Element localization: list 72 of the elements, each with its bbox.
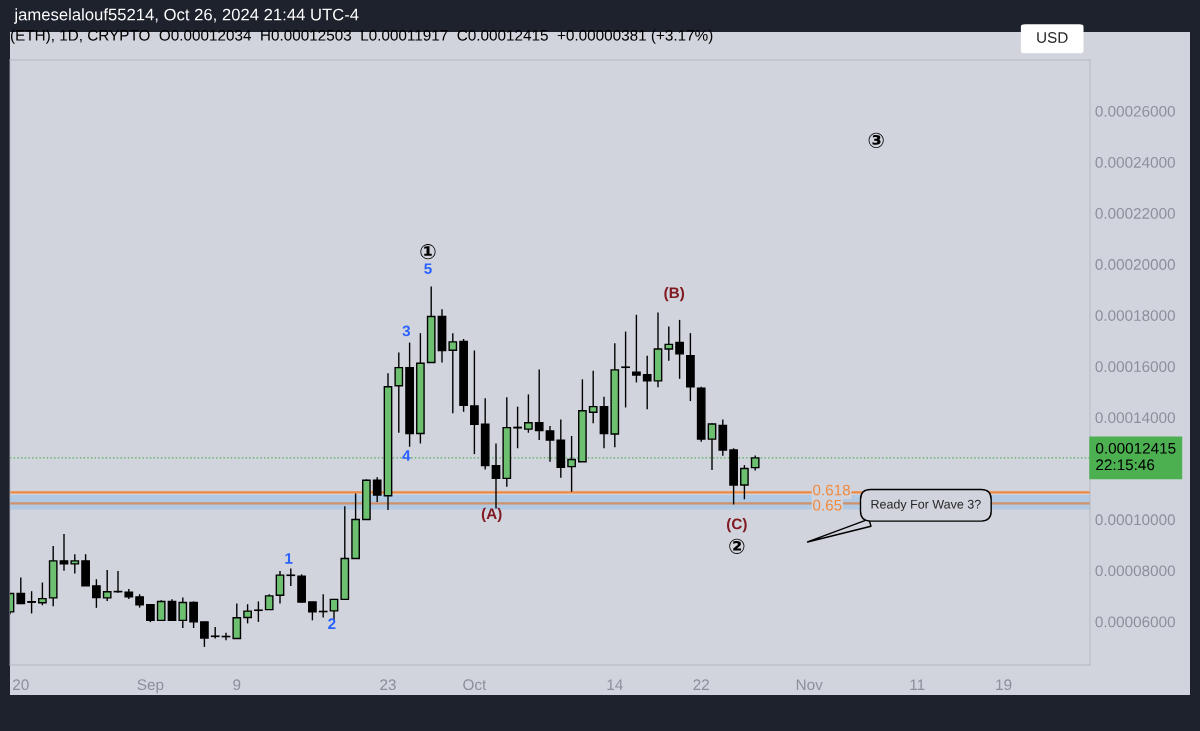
candlestick (167, 598, 177, 622)
y-tick-label: 0.00008000 (1095, 565, 1175, 577)
candlestick (27, 590, 36, 615)
candlestick (588, 369, 598, 424)
candlestick (740, 464, 749, 501)
y-tick-label: 0.00016000 (1095, 361, 1175, 373)
candlestick (254, 600, 263, 623)
candlestick (16, 576, 26, 605)
candlestick (675, 319, 684, 380)
annotation: 2 (328, 618, 336, 630)
candlestick (664, 325, 674, 362)
candlestick (59, 533, 69, 572)
y-tick-label: 0.00006000 (1095, 616, 1175, 628)
candlestick (275, 570, 285, 605)
x-tick-label: Sep (137, 679, 164, 694)
candlestick (189, 600, 198, 629)
annotation: (C) (727, 518, 747, 533)
annotation: ② (729, 538, 745, 554)
chart-title: (ETH), 1D, CRYPTO O0.00012034 H0.00012503 L0.00011917 C0.00012415 +0.00000381 (+3.17%) (10, 29, 713, 44)
x-tick-label: 14 (607, 679, 623, 690)
annotation: (B) (664, 287, 685, 302)
candlestick (200, 621, 209, 648)
candlestick (372, 476, 382, 503)
x-tick-label: Oct (463, 679, 487, 691)
candlestick (470, 349, 479, 455)
x-tick-label: 11 (910, 679, 925, 690)
candlestick (621, 330, 630, 409)
candlestick (394, 351, 404, 434)
annotation: (A) (481, 507, 502, 523)
y-tick-label: 0.00022000 (1095, 208, 1175, 219)
y-tick-label: 0.00020000 (1095, 259, 1175, 270)
candlestick (513, 405, 522, 449)
annotation: Ready For Wave 3? (871, 499, 981, 512)
annotation: 1 (285, 553, 293, 564)
candlestick (232, 602, 242, 640)
candlestick (632, 314, 641, 384)
candlestick (567, 435, 576, 493)
annotation: 0.65 (813, 499, 842, 511)
y-tick-label: 0.00014000 (1095, 412, 1175, 424)
candlestick (243, 603, 252, 625)
y-tick-label: 0.00026000 (1095, 105, 1175, 117)
x-tick-label: 23 (380, 679, 396, 691)
x-tick-label: Nov (796, 679, 823, 691)
x-tick-label: 20 (13, 679, 29, 691)
text: USD (1037, 32, 1068, 43)
annotation: ③ (868, 132, 884, 148)
x-tick-label: 22 (693, 679, 709, 690)
candlestick (178, 596, 188, 629)
candlestick (448, 332, 458, 414)
annotation: 5 (424, 263, 432, 275)
candlestick (92, 578, 101, 609)
candlestick (534, 368, 544, 441)
y-tick-label: 0.00010000 (1095, 514, 1175, 526)
candlestick (707, 422, 717, 471)
annotation: 0.618 (813, 484, 851, 496)
annotation: 3 (402, 325, 411, 337)
candlestick (38, 581, 47, 606)
candlestick (156, 599, 166, 622)
candlestick (70, 553, 80, 575)
candlestick (642, 355, 652, 410)
x-tick-label: 9 (233, 679, 241, 691)
candlestick (545, 425, 555, 463)
x-tick-label: 19 (996, 679, 1012, 691)
candlestick (308, 601, 317, 622)
annotation: ① (420, 244, 436, 260)
chart-subtitle: jameselalouf55214, Oct 26, 2024 21:44 UTC-4 (13, 8, 359, 24)
y-tick-label: 0.00024000 (1095, 156, 1175, 168)
candlestick (524, 393, 533, 434)
y-tick-label: 0.00018000 (1095, 310, 1175, 321)
annotation: 4 (402, 450, 411, 461)
candlestick (102, 569, 112, 602)
ref-line-label: 0.00012415 22:15:46 (1096, 442, 1176, 471)
